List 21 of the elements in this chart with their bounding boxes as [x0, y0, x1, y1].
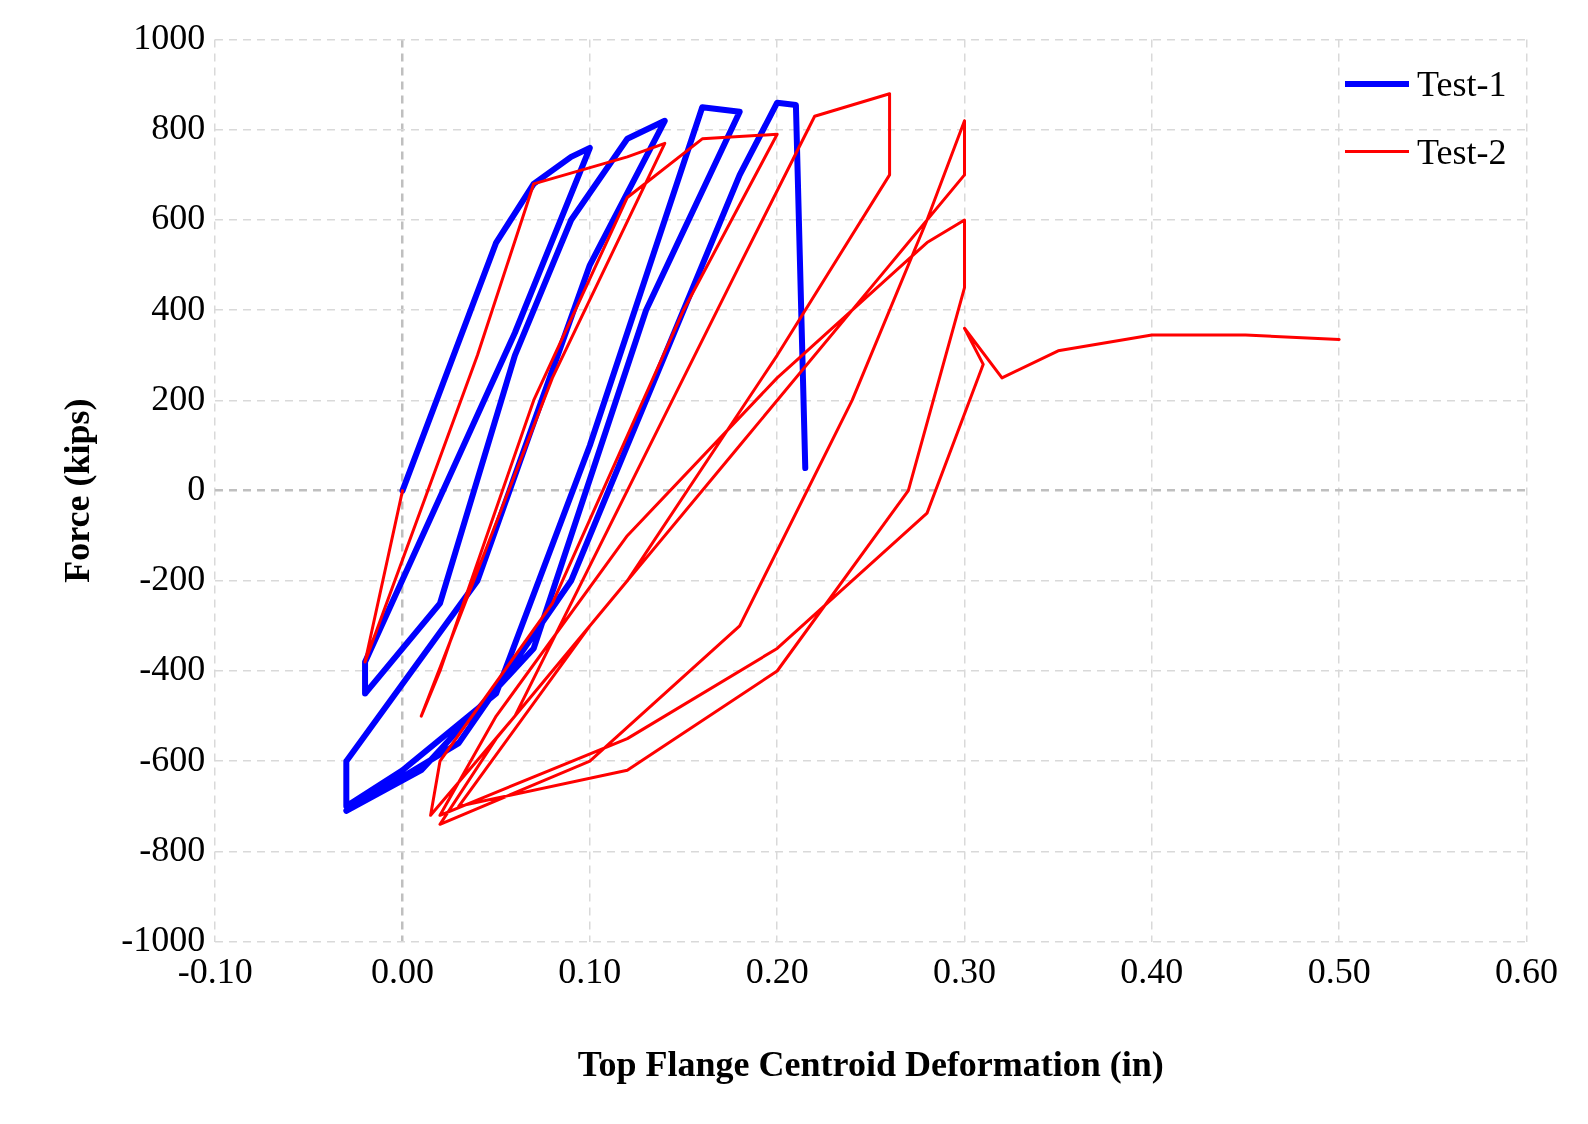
x-tick-label: 0.10	[558, 950, 622, 991]
legend-label: Test-1	[1417, 62, 1507, 106]
y-tick-label: 200	[151, 377, 206, 418]
x-tick-label: 0.40	[1120, 950, 1184, 991]
x-axis-title: Top Flange Centroid Deformation (in)	[577, 1043, 1164, 1084]
legend-label: Test-2	[1417, 130, 1507, 174]
x-tick-label: 0.50	[1307, 950, 1371, 991]
x-tick-label: 0.00	[371, 950, 435, 991]
y-tick-label: 600	[151, 197, 206, 238]
y-tick-label: 400	[151, 287, 206, 328]
y-tick-label: -200	[139, 558, 206, 599]
x-tick-label: 0.60	[1495, 950, 1558, 991]
y-tick-label: -800	[139, 828, 206, 869]
x-tick-label: 0.20	[745, 950, 809, 991]
y-axis-title: Force (kips)	[56, 398, 97, 583]
y-tick-label: 800	[151, 107, 206, 148]
y-tick-label: -600	[139, 738, 206, 779]
y-tick-label: -400	[139, 648, 206, 689]
x-tick-label: 0.30	[933, 950, 997, 991]
y-tick-label: 0	[187, 468, 206, 509]
y-tick-label: 1000	[133, 17, 206, 58]
